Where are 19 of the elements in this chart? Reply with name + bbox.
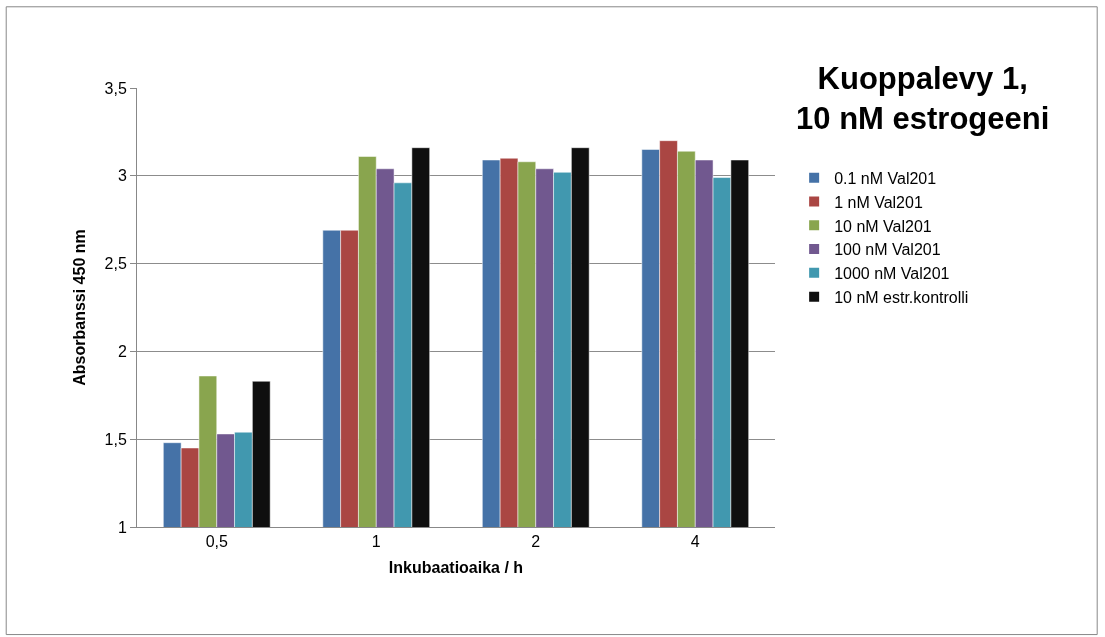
legend-label: 0.1 nM Val201 xyxy=(834,169,937,187)
y-tick-label: 2,5 xyxy=(104,255,127,273)
y-axis-title: Absorbanssi 450 nm xyxy=(71,229,89,386)
legend-label: 10 nM estr.kontrolli xyxy=(834,288,969,306)
y-tick-label: 3 xyxy=(117,167,127,185)
y-tick-label: 2 xyxy=(117,343,127,360)
x-tick-label: 0,5 xyxy=(205,533,228,551)
y-tick-label: 1,5 xyxy=(104,430,127,448)
y-tick-label: 3,5 xyxy=(104,79,127,97)
x-axis-title: Inkubaatioaika / h xyxy=(388,558,524,576)
legend-label: 10 nM Val201 xyxy=(834,217,932,235)
legend-label: 100 nM Val201 xyxy=(834,241,941,259)
legend-label: 1000 nM Val201 xyxy=(834,265,950,283)
y-tick-label: 1 xyxy=(117,518,127,536)
x-tick-label: 4 xyxy=(690,533,700,551)
x-tick-label: 1 xyxy=(371,533,381,551)
x-tick-label: 2 xyxy=(531,533,541,551)
legend-label: 1 nM Val201 xyxy=(834,193,923,211)
text: Kuoppalevy 1, 10 nM estrogeeni xyxy=(796,61,1050,137)
